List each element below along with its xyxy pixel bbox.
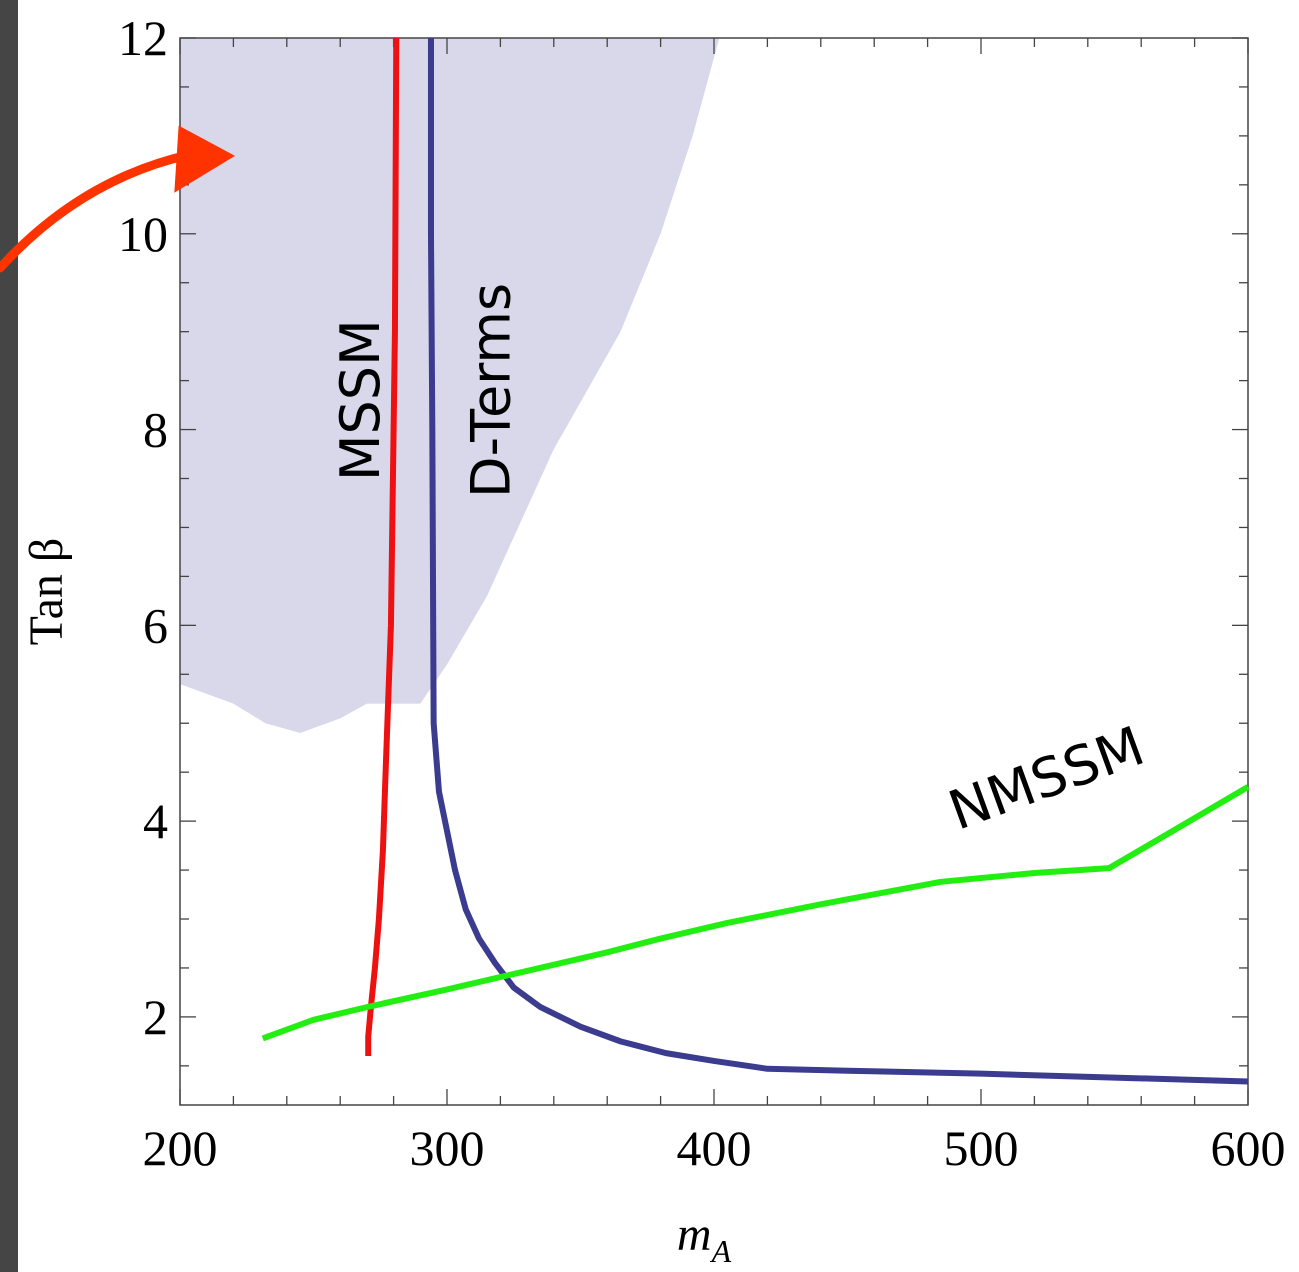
x-axis-label: mA — [677, 1208, 732, 1269]
shaded-region-layer — [180, 38, 720, 734]
y-tick-label: 2 — [143, 989, 168, 1045]
series-line-mssm — [365, 37, 400, 1057]
x-tick-label: 300 — [410, 1120, 485, 1176]
y-tick-label: 8 — [143, 402, 168, 458]
y-tick-label: 4 — [143, 793, 168, 849]
y-tick-label: 10 — [118, 206, 168, 262]
y-tick-label: 12 — [118, 10, 168, 66]
x-tick-label: 600 — [1211, 1120, 1286, 1176]
x-tick-label: 500 — [944, 1120, 1019, 1176]
x-tick-label: 200 — [143, 1120, 218, 1176]
shaded-region — [180, 38, 720, 734]
series-line-d-terms — [427, 38, 1249, 1085]
plot-frame — [179, 37, 1249, 1106]
series-line-nmssm — [261, 784, 1250, 1042]
annotation-arrow-layer — [0, 125, 236, 273]
arrow-head — [174, 125, 236, 193]
x-tick-label: 400 — [677, 1120, 752, 1176]
y-tick-label: 6 — [143, 597, 168, 653]
series-label-mssm: MSSM — [329, 319, 392, 481]
series-layer — [261, 37, 1250, 1085]
series-label-d-terms: D-Terms — [460, 283, 523, 498]
arrow-shaft — [0, 150, 193, 273]
axis-text-layer: 200 300 400 500 600 2 4 6 8 10 12 mA Tan β — [20, 10, 1286, 1269]
y-axis-label: Tan β — [20, 538, 73, 646]
series-label-nmssm: NMSSM — [941, 714, 1152, 842]
